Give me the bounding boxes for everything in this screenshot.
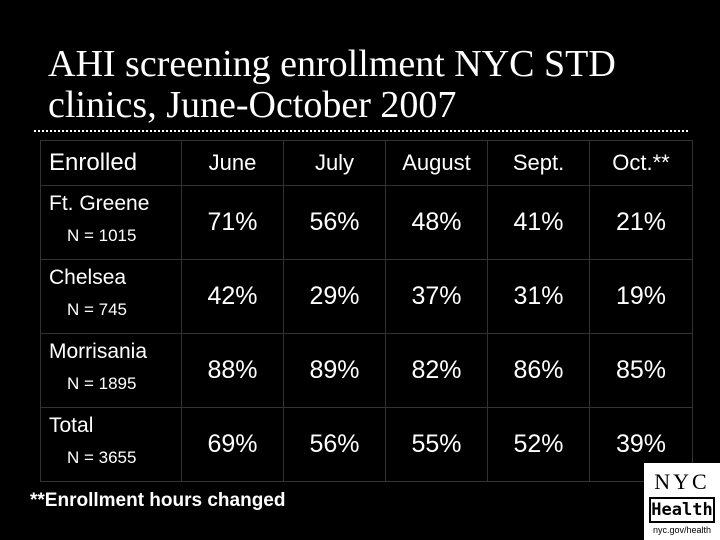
row-header-total: Total N = 3655 bbox=[40, 407, 182, 482]
table-row: Morrisania N = 1895 88% 89% 82% 86% 85% bbox=[40, 333, 693, 408]
site-name: Total bbox=[49, 414, 94, 437]
site-sample-size: N = 1015 bbox=[67, 226, 137, 245]
table-cell: 89% bbox=[283, 333, 386, 408]
logo-url-text: nyc.gov/health bbox=[652, 525, 712, 535]
row-header-morrisania: Morrisania N = 1895 bbox=[40, 333, 182, 408]
site-sample-size: N = 3655 bbox=[67, 448, 137, 467]
slide-title: AHI screening enrollment NYC STD clinics… bbox=[48, 43, 616, 126]
table-cell: 48% bbox=[385, 185, 488, 260]
column-header-sept: Sept. bbox=[487, 140, 590, 186]
enrollment-table: Enrolled June July August Sept. Oct.** F… bbox=[40, 140, 693, 482]
logo-nyc-text: NYC bbox=[654, 469, 710, 494]
logo-health-text: Health bbox=[649, 497, 715, 523]
row-header-ft-greene: Ft. Greene N = 1015 bbox=[40, 185, 182, 260]
table-cell: 37% bbox=[385, 259, 488, 334]
table-cell: 29% bbox=[283, 259, 386, 334]
table-cell: 31% bbox=[487, 259, 590, 334]
site-name: Ft. Greene bbox=[49, 192, 150, 215]
table-cell: 52% bbox=[487, 407, 590, 482]
title-divider bbox=[34, 130, 688, 132]
site-sample-size: N = 1895 bbox=[67, 374, 137, 393]
table-cell: 19% bbox=[589, 259, 693, 334]
table-cell: 71% bbox=[181, 185, 284, 260]
table-cell: 85% bbox=[589, 333, 693, 408]
table-row: Ft. Greene N = 1015 71% 56% 48% 41% 21% bbox=[40, 185, 693, 260]
table-row: Chelsea N = 745 42% 29% 37% 31% 19% bbox=[40, 259, 693, 334]
table-cell: 41% bbox=[487, 185, 590, 260]
site-name: Chelsea bbox=[49, 266, 127, 289]
table-cell: 69% bbox=[181, 407, 284, 482]
table-cell: 56% bbox=[283, 407, 386, 482]
corner-header: Enrolled bbox=[40, 140, 182, 186]
header-row: Enrolled June July August Sept. Oct.** bbox=[40, 140, 693, 186]
column-header-august: August bbox=[385, 140, 488, 186]
row-header-chelsea: Chelsea N = 745 bbox=[40, 259, 182, 334]
table-cell: 88% bbox=[181, 333, 284, 408]
table-cell: 42% bbox=[181, 259, 284, 334]
table-row: Total N = 3655 69% 56% 55% 52% 39% bbox=[40, 407, 693, 482]
table-cell: 86% bbox=[487, 333, 590, 408]
site-name: Morrisania bbox=[49, 340, 148, 363]
site-sample-size: N = 745 bbox=[67, 300, 128, 319]
column-header-june: June bbox=[181, 140, 284, 186]
column-header-oct: Oct.** bbox=[589, 140, 693, 186]
footnote: **Enrollment hours changed bbox=[30, 490, 286, 511]
table-cell: 21% bbox=[589, 185, 693, 260]
nyc-health-logo: NYC Health nyc.gov/health bbox=[644, 463, 720, 540]
table-cell: 82% bbox=[385, 333, 488, 408]
column-header-july: July bbox=[283, 140, 386, 186]
table-cell: 55% bbox=[385, 407, 488, 482]
table-cell: 56% bbox=[283, 185, 386, 260]
